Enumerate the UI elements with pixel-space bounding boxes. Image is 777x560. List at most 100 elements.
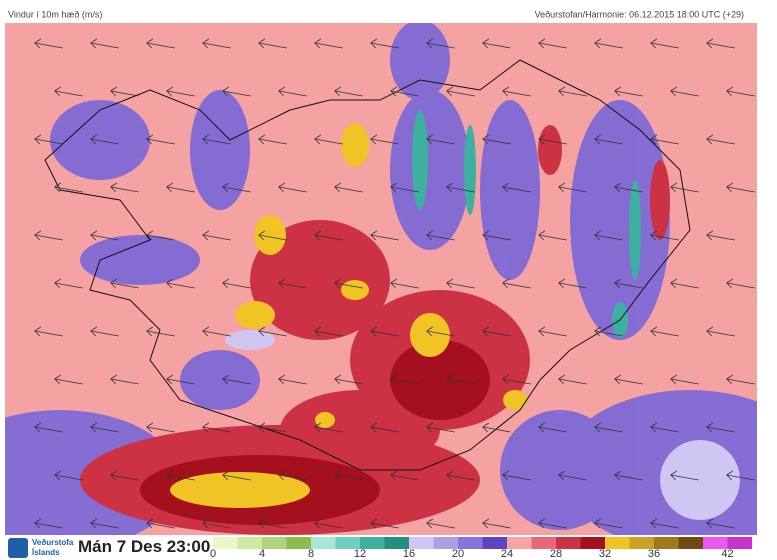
wind-arrow	[110, 278, 139, 289]
legend-swatch	[311, 537, 336, 549]
wind-arrow	[594, 518, 623, 529]
wind-arrow	[482, 230, 511, 241]
legend-swatch	[703, 537, 728, 549]
legend-swatch	[629, 537, 654, 549]
wind-arrow	[706, 422, 735, 433]
wind-arrow	[222, 278, 251, 289]
legend-label: 32	[599, 548, 611, 560]
wind-arrow	[334, 374, 363, 385]
footer: Veðurstofa Íslands Mán 7 Des 23:00 0 4 8 12…	[8, 537, 752, 560]
wind-arrow	[446, 182, 475, 193]
map	[5, 23, 757, 535]
wind-arrow	[502, 278, 531, 289]
wind-arrow	[390, 86, 419, 97]
legend-swatch	[531, 537, 556, 549]
legend-swatch	[605, 537, 630, 549]
wind-arrow	[594, 134, 623, 145]
legend-swatch	[678, 537, 703, 549]
wind-arrow	[54, 86, 83, 97]
wind-arrow	[334, 182, 363, 193]
wind-arrow	[90, 134, 119, 145]
wind-arrow	[670, 182, 699, 193]
wind-arrow	[314, 134, 343, 145]
wind-arrow	[222, 374, 251, 385]
wind-arrow	[390, 374, 419, 385]
legend-swatch	[654, 537, 679, 549]
wind-arrow	[446, 374, 475, 385]
map-title: Vindur í 10m hæð (m/s)	[8, 9, 102, 19]
wind-arrow	[370, 422, 399, 433]
legend-swatch	[213, 537, 238, 549]
wind-arrow	[34, 422, 63, 433]
wind-arrow	[538, 230, 567, 241]
wind-arrow	[110, 470, 139, 481]
wind-arrow	[502, 86, 531, 97]
wind-arrow	[334, 278, 363, 289]
map-source: Veðurstofan/Harmonie: 06.12.2015 18:00 U…	[535, 9, 744, 19]
legend-label: 36	[648, 548, 660, 560]
wind-arrow	[670, 86, 699, 97]
wind-arrow	[166, 86, 195, 97]
logo-icon	[8, 538, 28, 558]
wind-arrow	[370, 38, 399, 49]
wind-arrow	[482, 422, 511, 433]
legend-swatch	[286, 537, 311, 549]
wind-arrow	[594, 230, 623, 241]
wind-arrow	[34, 326, 63, 337]
wind-arrow	[90, 38, 119, 49]
wind-arrow	[314, 422, 343, 433]
wind-arrow	[222, 86, 251, 97]
wind-arrow	[670, 470, 699, 481]
wind-arrow	[202, 38, 231, 49]
wind-arrow	[370, 230, 399, 241]
legend-label: 4	[259, 548, 265, 560]
legend-swatch	[262, 537, 287, 549]
time: Mán 7 Des 23:00	[78, 537, 210, 556]
wind-arrow	[726, 374, 755, 385]
wind-arrow	[594, 422, 623, 433]
wind-arrow	[90, 422, 119, 433]
legend-label: 42	[721, 548, 733, 560]
legend-label: 8	[308, 548, 314, 560]
legend-swatch	[237, 537, 262, 549]
wind-arrow	[558, 278, 587, 289]
wind-arrow	[202, 422, 231, 433]
wind-arrow	[670, 374, 699, 385]
wind-arrow	[426, 134, 455, 145]
wind-arrow	[278, 86, 307, 97]
wind-arrow	[390, 278, 419, 289]
wind-arrow	[110, 374, 139, 385]
wind-arrow	[54, 470, 83, 481]
legend-label: 20	[452, 548, 464, 560]
wind-arrow	[110, 86, 139, 97]
legend-label: 28	[550, 548, 562, 560]
wind-arrow	[202, 134, 231, 145]
wind-arrow	[258, 230, 287, 241]
legend-swatch	[433, 537, 458, 549]
wind-arrow	[34, 518, 63, 529]
logo-text: Veðurstofa	[32, 538, 74, 547]
wind-arrow	[34, 38, 63, 49]
legend-label: 16	[403, 548, 415, 560]
legend-label: 24	[501, 548, 513, 560]
wind-arrow	[166, 374, 195, 385]
wind-arrow	[146, 38, 175, 49]
wind-arrow	[426, 326, 455, 337]
wind-arrow	[314, 518, 343, 529]
wind-arrow	[558, 182, 587, 193]
wind-arrow	[558, 86, 587, 97]
wind-arrow	[426, 38, 455, 49]
legend-swatch	[727, 537, 752, 549]
color-legend: 0 4 8 12 16 20 24 28 32 36 42	[210, 537, 752, 560]
wind-arrow	[166, 182, 195, 193]
wind-arrow	[650, 326, 679, 337]
wind-arrow	[202, 326, 231, 337]
wind-arrow	[54, 278, 83, 289]
wind-arrow	[558, 470, 587, 481]
wind-arrow	[726, 278, 755, 289]
wind-arrow	[538, 38, 567, 49]
wind-arrow	[650, 422, 679, 433]
wind-arrow	[482, 134, 511, 145]
wind-arrow	[446, 470, 475, 481]
wind-arrow	[146, 134, 175, 145]
